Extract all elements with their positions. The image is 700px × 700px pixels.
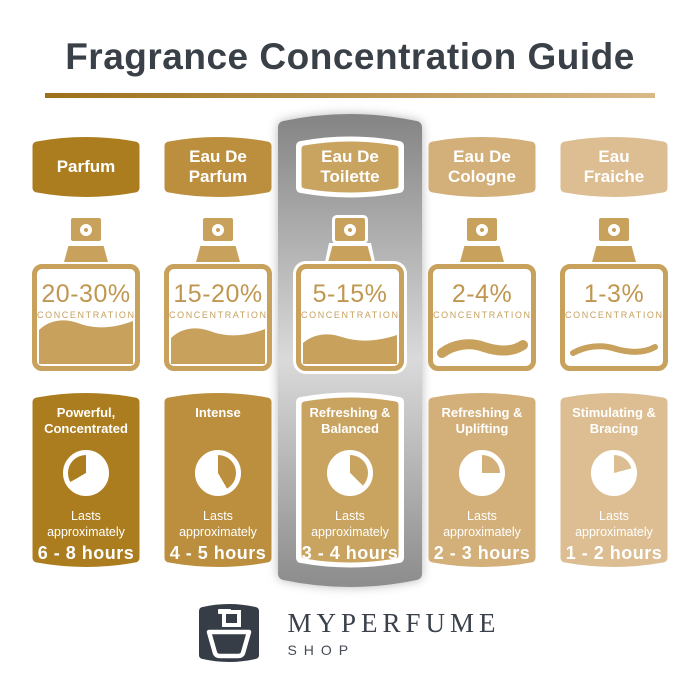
shop-logo-icon [199, 604, 260, 662]
clock-pie-icon [195, 450, 241, 496]
clock-pie-icon [459, 450, 505, 496]
lasts-text: Lasts approximately [179, 509, 257, 540]
column-eau-de-cologne: Eau De Cologne 2-4% CONCENTRATION Refres… [428, 0, 536, 700]
lasts-text: Lasts approximately [443, 509, 521, 540]
concentration-label: CONCENTRATION [433, 310, 532, 320]
liquid-fill [39, 320, 133, 364]
banner-eau-de-cologne: Eau De Cologne [428, 136, 536, 198]
card-eau-de-parfum: Intense Lasts approximately 4 - 5 hours [164, 392, 272, 568]
concentration-label: CONCENTRATION [37, 310, 136, 320]
lasts-text: Lasts approximately [575, 509, 653, 540]
concentration-value: 15-20% [173, 280, 263, 308]
banner-eau-de-toilette: Eau De Toilette [296, 136, 404, 198]
footer-brand: MYPERFUME SHOP [0, 602, 700, 664]
card-eau-de-toilette: Refreshing & Balanced Lasts approximatel… [296, 392, 404, 568]
character-text: Powerful, Concentrated [44, 405, 128, 437]
bottle-cap [589, 243, 639, 262]
column-eau-fraiche: Eau Fraiche 1-3% CONCENTRATION Stimulati… [560, 0, 668, 700]
bottle-body: 1-3% CONCENTRATION [560, 264, 668, 371]
title-underline [45, 93, 655, 98]
spray-nozzle-icon [71, 218, 101, 241]
brand-subtitle: SHOP [287, 642, 356, 658]
concentration-label: CONCENTRATION [301, 310, 400, 320]
bottle-body: 15-20% CONCENTRATION [164, 264, 272, 371]
liquid-wave [437, 339, 528, 358]
banner-label: Parfum [56, 156, 116, 176]
bottle-cap [61, 243, 111, 262]
concentration-label: CONCENTRATION [169, 310, 268, 320]
duration-text: 6 - 8 hours [37, 542, 135, 563]
column-eau-de-toilette-highlighted: Eau De Toilette 5-15% CONCENTRATION Refr… [296, 0, 404, 700]
duration-text: 4 - 5 hours [169, 542, 267, 563]
clock-pie-icon [63, 450, 109, 496]
concentration-value: 5-15% [312, 280, 388, 308]
page-title: Fragrance Concentration Guide [65, 36, 635, 77]
bottle-body: 2-4% CONCENTRATION [428, 264, 536, 371]
spray-nozzle-icon [599, 218, 629, 241]
spray-nozzle-icon [467, 218, 497, 241]
brand-name: MYPERFUME [287, 608, 501, 638]
clock-pie-icon [327, 450, 373, 496]
banner-eau-fraiche: Eau Fraiche [560, 136, 668, 198]
card-eau-de-cologne: Refreshing & Uplifting Lasts approximate… [428, 392, 536, 568]
clock-pie-icon [591, 450, 637, 496]
banner-eau-de-parfum: Eau De Parfum [164, 136, 272, 198]
banner-label: Eau De Parfum [188, 146, 248, 186]
liquid-fill [171, 328, 265, 364]
perfume-bottle-icon: 1-3% CONCENTRATION [560, 218, 668, 371]
concentration-value: 2-4% [451, 280, 513, 308]
banner-label: Eau De Toilette [320, 146, 380, 186]
spray-nozzle-icon [203, 218, 233, 241]
duration-text: 1 - 2 hours [565, 542, 663, 563]
bottle-body: 5-15% CONCENTRATION [296, 264, 404, 371]
lasts-text: Lasts approximately [311, 509, 389, 540]
concentration-value: 20-30% [41, 280, 131, 308]
perfume-bottle-icon: 5-15% CONCENTRATION [296, 218, 404, 371]
lasts-text: Lasts approximately [47, 509, 125, 540]
liquid-wave [570, 343, 658, 356]
duration-text: 3 - 4 hours [301, 542, 399, 563]
liquid-fill [303, 334, 397, 364]
card-parfum: Powerful, Concentrated Lasts approximate… [32, 392, 140, 568]
perfume-bottle-icon: 20-30% CONCENTRATION [32, 218, 140, 371]
bottle-cap [457, 243, 507, 262]
column-eau-de-parfum: Eau De Parfum 15-20% CONCENTRATION Inten… [164, 0, 272, 700]
character-text: Intense [195, 405, 241, 420]
banner-parfum: Parfum [32, 136, 140, 198]
character-text: Stimulating & Bracing [572, 405, 656, 437]
character-text: Refreshing & Uplifting [441, 405, 523, 437]
column-parfum: Parfum 20-30% CONCENTRATION Powerful, Co… [32, 0, 140, 700]
concentration-value: 1-3% [583, 280, 645, 308]
bottle-cap [193, 243, 243, 262]
card-eau-fraiche: Stimulating & Bracing Lasts approximatel… [560, 392, 668, 568]
concentration-label: CONCENTRATION [565, 310, 664, 320]
banner-label: Eau Fraiche [583, 146, 645, 186]
spray-nozzle-icon [335, 218, 365, 241]
banner-label: Eau De Cologne [448, 146, 516, 186]
character-text: Refreshing & Balanced [309, 405, 391, 437]
perfume-bottle-icon: 15-20% CONCENTRATION [164, 218, 272, 371]
bottle-body: 20-30% CONCENTRATION [32, 264, 140, 371]
bottle-cap [325, 243, 375, 262]
perfume-bottle-icon: 2-4% CONCENTRATION [428, 218, 536, 371]
duration-text: 2 - 3 hours [433, 542, 531, 563]
